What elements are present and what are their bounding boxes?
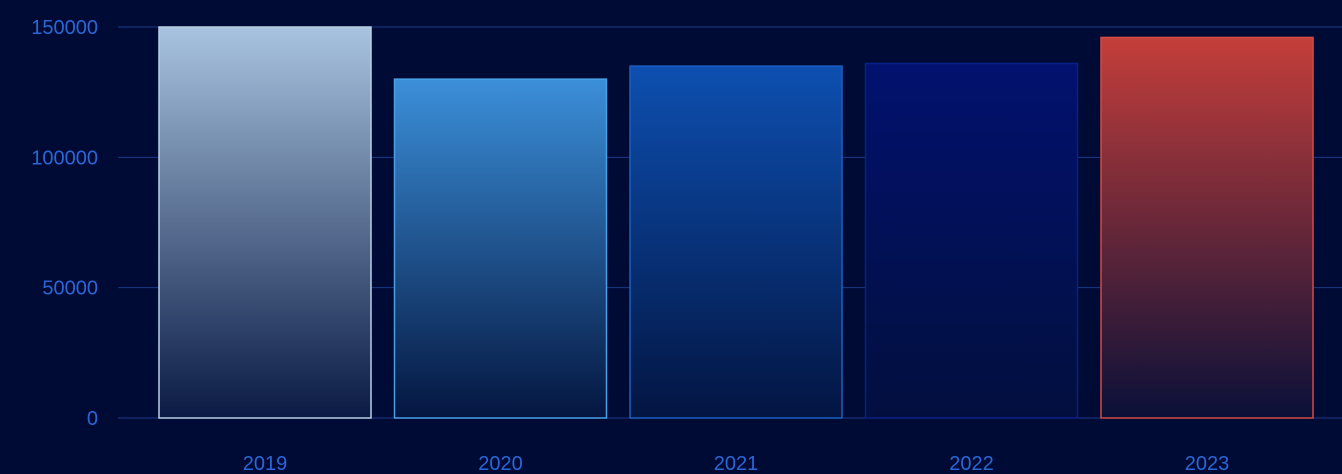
bar-2019 bbox=[158, 26, 372, 419]
bar-2021 bbox=[629, 65, 843, 419]
x-tick-label: 2019 bbox=[243, 453, 288, 474]
y-tick-label: 150000 bbox=[31, 17, 98, 39]
x-tick-label: 2021 bbox=[714, 453, 759, 474]
x-tick-label: 2020 bbox=[478, 453, 523, 474]
bar-2022 bbox=[864, 62, 1079, 419]
x-axis-tick-labels: 2019 2020 2021 2022 2023 bbox=[243, 453, 1230, 474]
x-tick-label: 2023 bbox=[1185, 453, 1230, 474]
y-tick-label: 100000 bbox=[31, 147, 98, 169]
bar-2020 bbox=[393, 78, 608, 419]
x-tick-label: 2022 bbox=[949, 453, 994, 474]
y-tick-label: 0 bbox=[87, 408, 98, 430]
bars bbox=[158, 26, 1314, 419]
bar-2023 bbox=[1100, 36, 1314, 419]
y-axis-tick-labels: 0 50000 100000 150000 bbox=[31, 17, 98, 430]
y-tick-label: 50000 bbox=[42, 278, 98, 300]
